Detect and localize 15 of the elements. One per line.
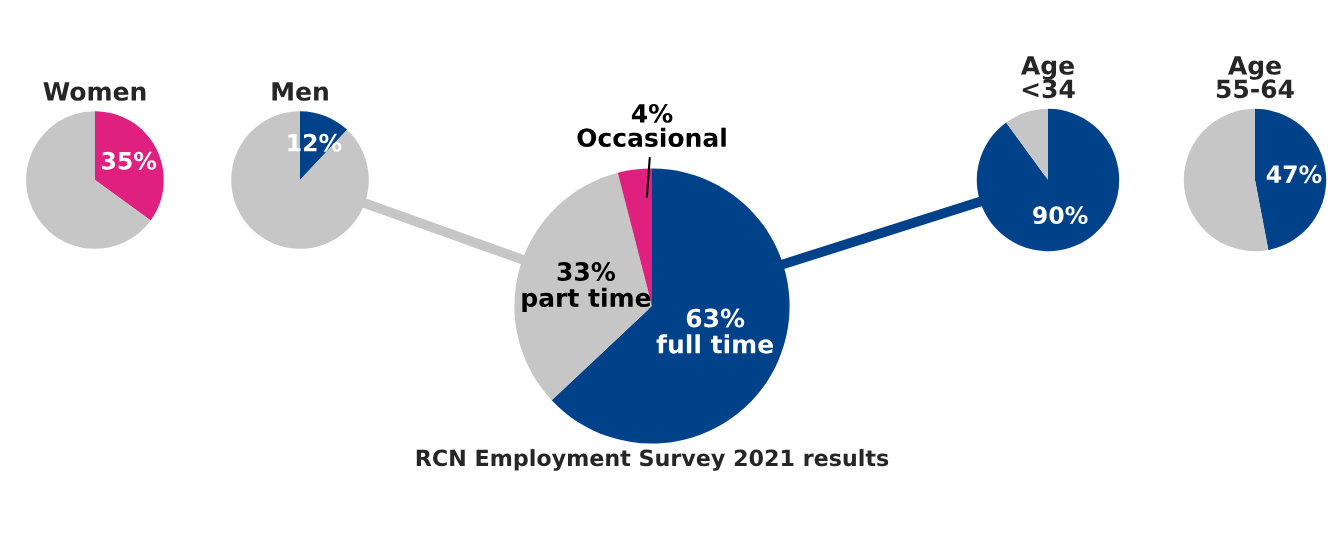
slice-label: Occasional	[577, 127, 726, 148]
pie-slice	[95, 111, 164, 221]
chart-title: Age <34	[1021, 56, 1075, 99]
chart-title: Women	[43, 82, 146, 101]
pie-slice	[1006, 108, 1048, 180]
chart-title: Age 55-64	[1216, 56, 1294, 99]
slice-label: full time	[656, 334, 773, 354]
data-label: 47%	[1266, 165, 1322, 184]
data-label: 90%	[1033, 206, 1088, 225]
data-label: 4%	[631, 103, 673, 123]
text: RCN Employment Survey 2021 results	[416, 449, 889, 471]
data-label: 35%	[102, 151, 157, 170]
pie-slice	[1255, 108, 1327, 250]
chart-title: Men	[272, 82, 328, 101]
data-label: 63%	[686, 308, 745, 328]
